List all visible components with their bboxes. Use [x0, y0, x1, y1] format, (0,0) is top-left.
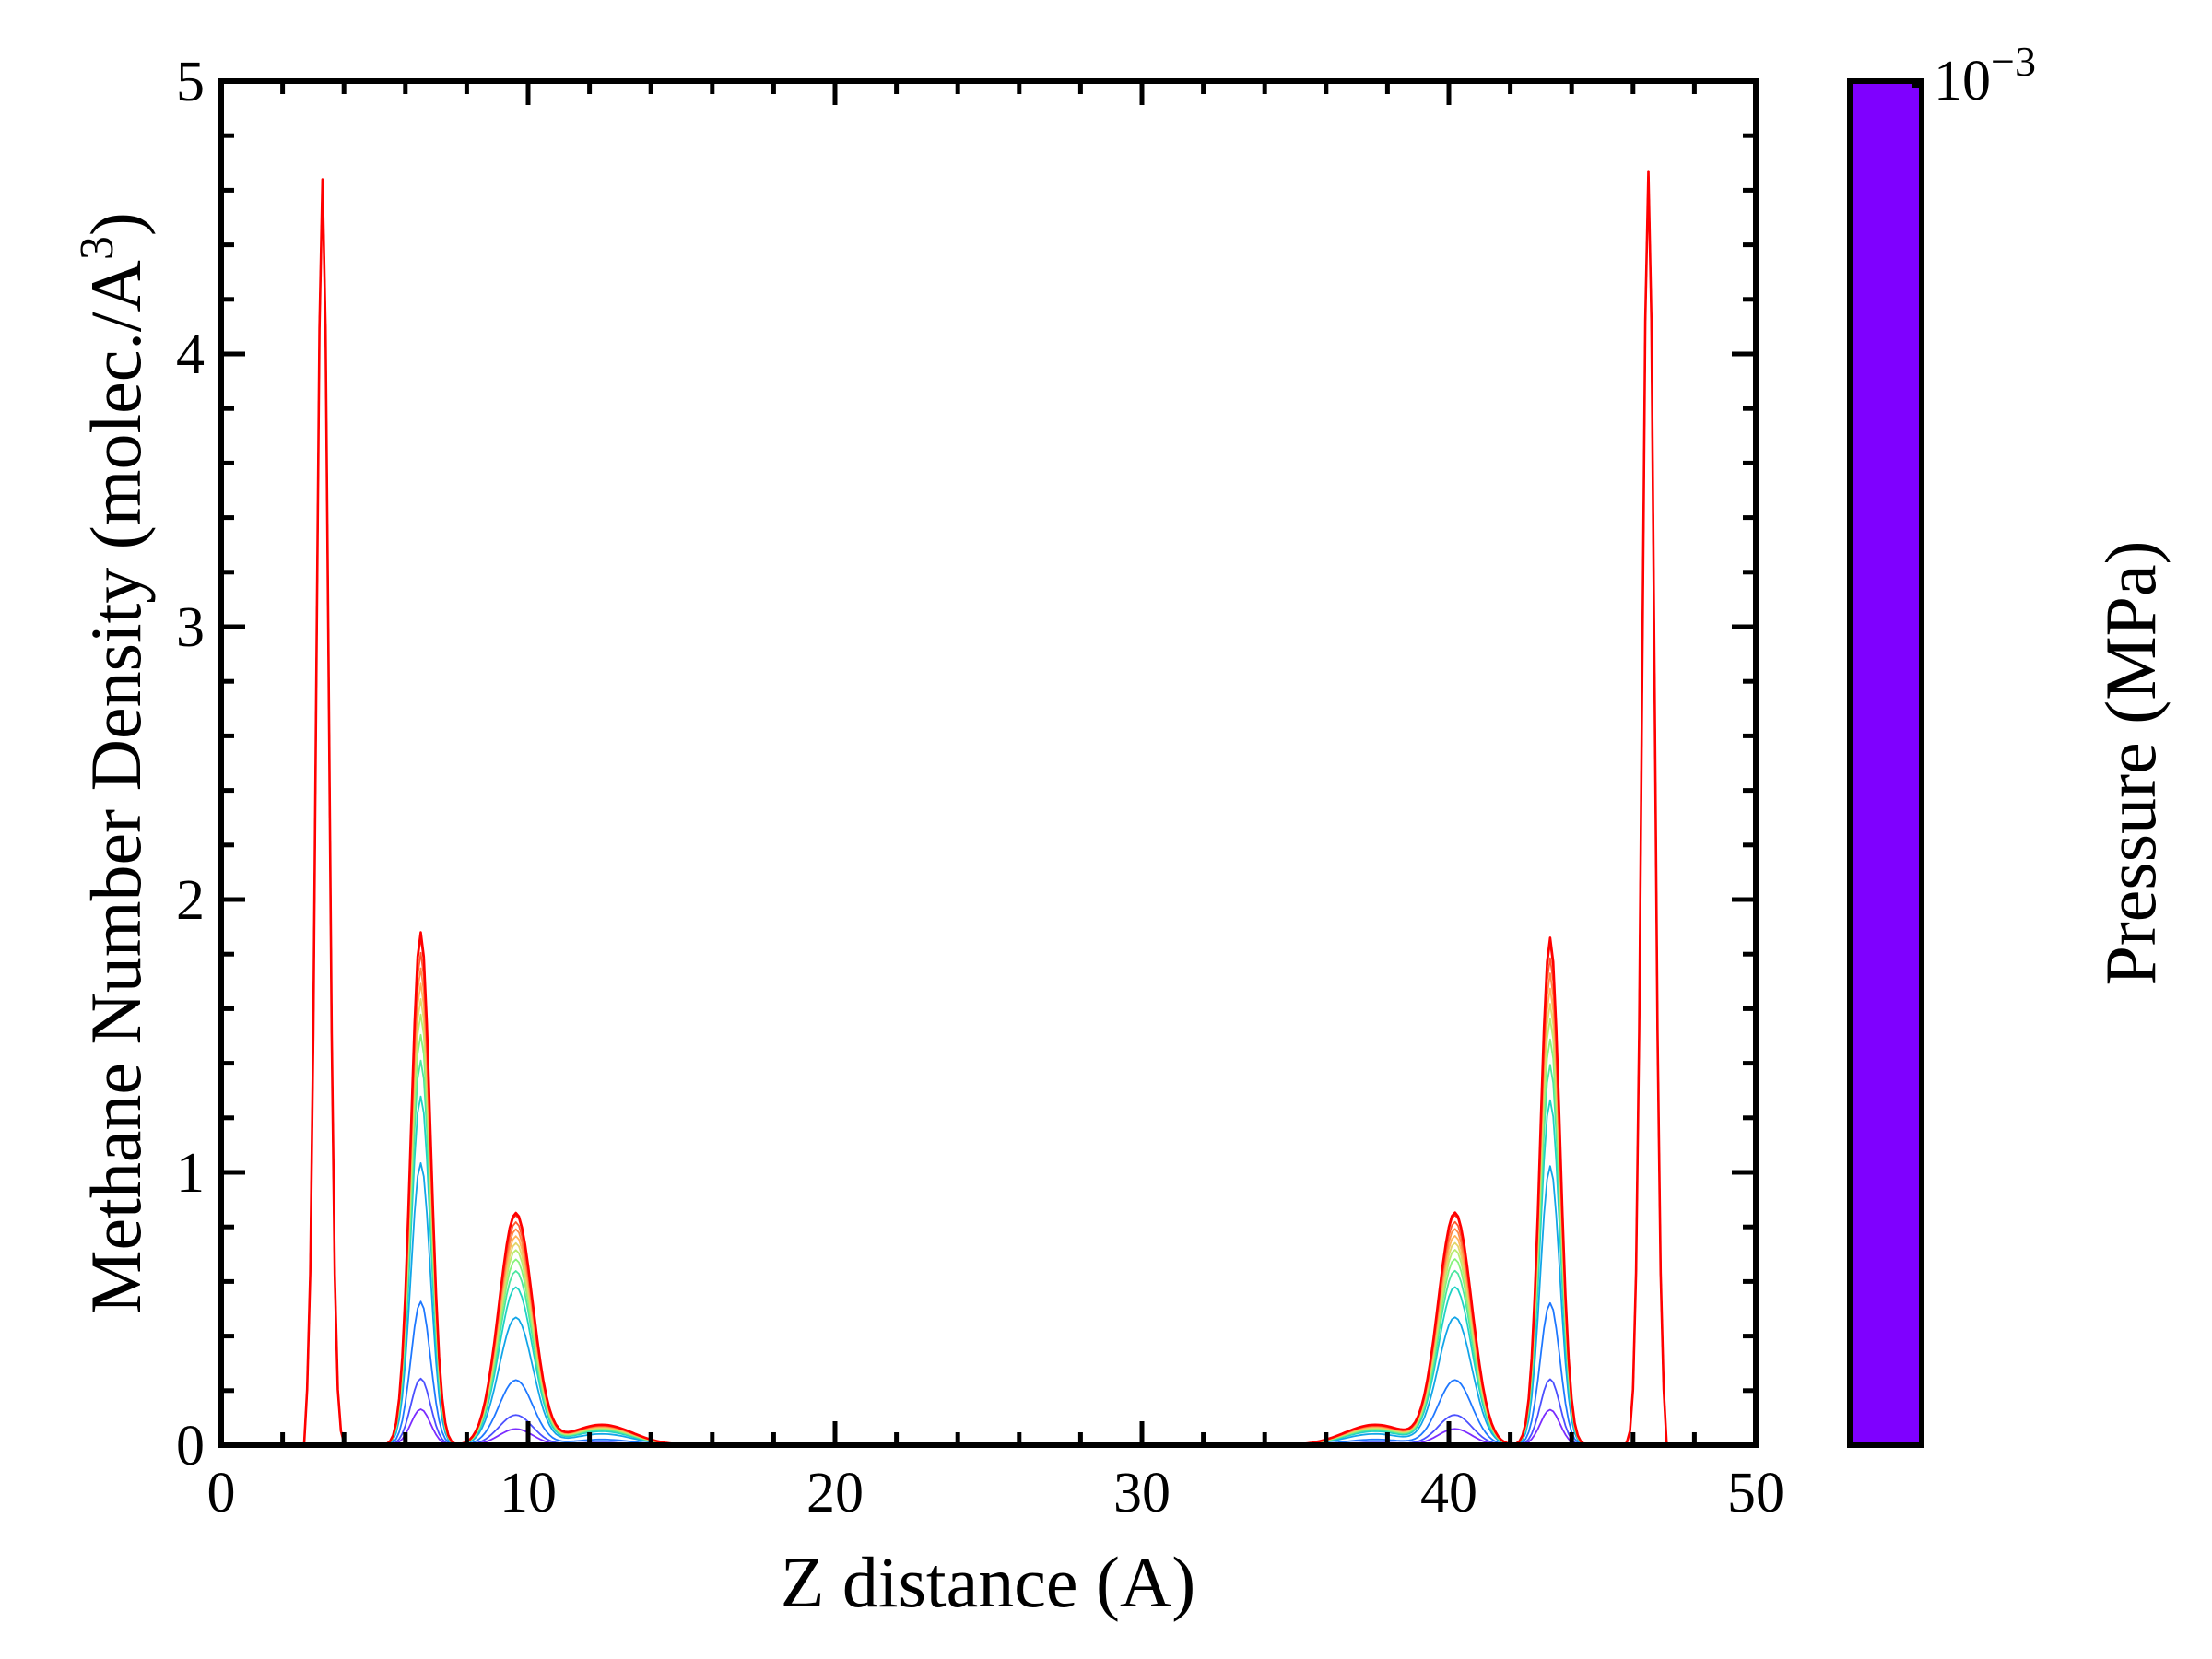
colorbar-tick-label-exponent: −3	[1991, 38, 2036, 85]
x-tick-label: 20	[806, 1462, 864, 1524]
y-axis-title-superscript: 3	[71, 236, 124, 260]
colorbar-label: Pressure (MPa)	[2090, 540, 2171, 985]
colorbar-tick-label-base: 10	[1934, 50, 1991, 112]
y-axis-title: Methane Number Density (molec./A3)	[71, 212, 156, 1314]
colorbar: 10−3 Pressure (MPa)	[1847, 38, 2171, 1448]
colorbar-fill	[1847, 78, 1924, 1448]
y-tick-label: 0	[176, 1415, 205, 1477]
x-tick-label: 50	[1727, 1462, 1784, 1524]
y-tick-label: 3	[176, 596, 205, 659]
y-tick-label: 5	[176, 51, 205, 113]
colorbar-tick-label: 10−3	[1934, 38, 2036, 112]
y-tick-label: 1	[176, 1142, 205, 1205]
y-tick-label: 4	[176, 324, 205, 386]
plot-area	[218, 78, 1759, 1448]
plot-frame	[218, 78, 1759, 1448]
x-tick-label: 40	[1420, 1462, 1477, 1524]
plot-background	[221, 81, 1756, 1445]
x-tick-labels: 0 10 20 30 40 50	[207, 1462, 1785, 1524]
x-tick-label: 0	[207, 1462, 236, 1524]
y-tick-label: 2	[176, 869, 205, 932]
y-tick-labels: 0 1 2 3 4 5	[176, 51, 205, 1477]
y-axis-title-close: )	[76, 212, 156, 236]
x-tick-label: 10	[500, 1462, 557, 1524]
y-axis-title-main: Methane Number Density (molec./A	[76, 260, 156, 1314]
x-axis-title: Z distance (A)	[781, 1542, 1195, 1622]
x-tick-label: 30	[1113, 1462, 1171, 1524]
